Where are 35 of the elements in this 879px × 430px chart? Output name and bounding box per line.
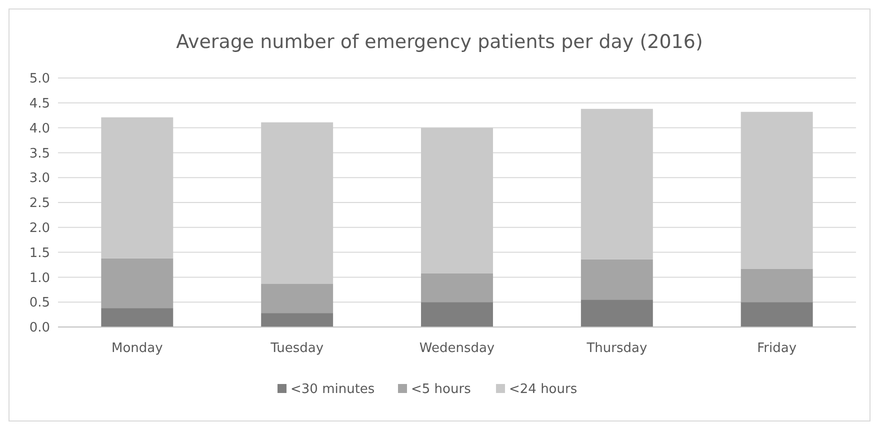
x-tick-label: Tuesday — [270, 341, 324, 356]
y-tick-label: 3.5 — [29, 146, 50, 162]
bar — [580, 259, 653, 300]
x-tick-label: Thursday — [586, 341, 648, 356]
bar — [261, 313, 334, 327]
y-tick-label: 0.0 — [29, 320, 50, 336]
y-tick-label: 1.5 — [29, 246, 50, 261]
bar — [421, 273, 493, 302]
legend-label: <5 hours — [411, 382, 472, 397]
y-tick-label: 1.0 — [29, 270, 50, 286]
bar — [261, 122, 334, 284]
bar — [580, 108, 653, 260]
y-tick-label: 4.5 — [29, 96, 50, 112]
x-tick-label: Monday — [111, 341, 164, 356]
legend-label: <24 hours — [509, 382, 578, 397]
bar — [261, 284, 334, 314]
y-tick-label: 3.0 — [29, 171, 50, 186]
bar — [580, 300, 653, 327]
x-tick-label: Wedensday — [419, 341, 495, 356]
bar — [740, 112, 813, 269]
chart-title: Average number of emergency patients per day (2016) — [176, 31, 703, 53]
y-tick-label: 0.5 — [29, 296, 50, 311]
x-tick-label: Friday — [757, 341, 797, 356]
bar — [101, 117, 174, 258]
bar — [740, 268, 813, 302]
bar — [740, 302, 813, 327]
bar — [101, 258, 174, 308]
bar — [421, 302, 493, 327]
y-tick-label: 2.5 — [29, 196, 50, 212]
y-tick-label: 4.0 — [29, 121, 50, 136]
bar — [101, 308, 174, 327]
y-tick-label: 2.0 — [29, 220, 50, 236]
y-tick-label: 5.0 — [29, 72, 50, 87]
bar — [421, 128, 493, 274]
legend-label: <30 minutes — [290, 382, 375, 397]
